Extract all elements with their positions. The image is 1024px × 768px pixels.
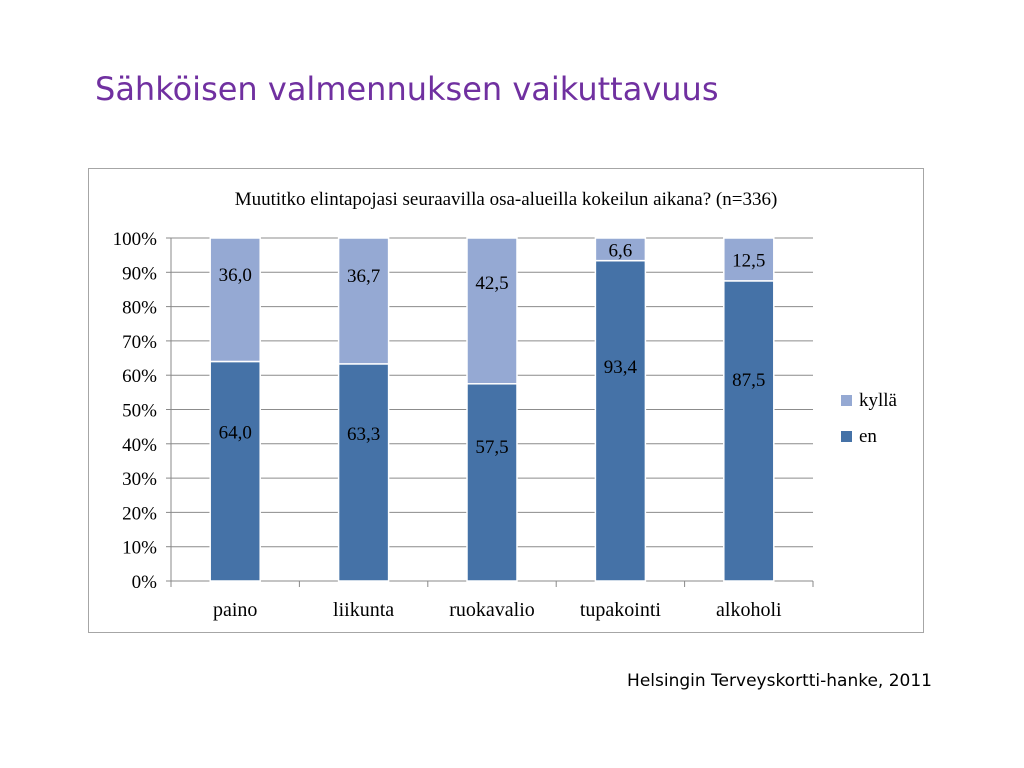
bar-segment-en bbox=[466, 383, 518, 582]
y-tick-label: 80% bbox=[122, 298, 157, 319]
bar-segment-en bbox=[209, 360, 261, 582]
legend-layer: kyllä en bbox=[841, 390, 898, 447]
data-label: 93,4 bbox=[604, 357, 638, 378]
y-tick-label: 70% bbox=[122, 332, 157, 353]
bar-segment-en bbox=[594, 259, 647, 582]
legend-swatch bbox=[841, 395, 852, 406]
data-label: 63,3 bbox=[347, 424, 380, 445]
data-label: 87,5 bbox=[732, 370, 765, 391]
legend-label: en bbox=[859, 426, 877, 447]
bar-segment-kyllä bbox=[209, 237, 261, 363]
x-tick-label: tupakointi bbox=[580, 599, 662, 621]
stacked-bar-chart: Muutitko elintapojasi seuraavilla osa-al… bbox=[113, 189, 898, 621]
bar-segment-kyllä bbox=[337, 237, 390, 365]
chart-title: Muutitko elintapojasi seuraavilla osa-al… bbox=[235, 189, 778, 210]
grid-layer: 0% 10% 20% 30% 40% 50% 60% 70% 80% 90% 100% bbox=[113, 229, 814, 593]
y-tick-label: 30% bbox=[122, 469, 157, 490]
data-label: 36,7 bbox=[347, 266, 380, 287]
y-tick-label: 40% bbox=[122, 435, 157, 456]
x-tick-label: paino bbox=[213, 599, 257, 621]
data-label: 64,0 bbox=[219, 422, 252, 443]
data-label: 57,5 bbox=[475, 437, 508, 458]
bar-segment-kyllä bbox=[594, 237, 647, 262]
y-tick-label: 90% bbox=[122, 263, 157, 284]
bar-segment-en bbox=[337, 363, 390, 582]
chart-frame: Muutitko elintapojasi seuraavilla osa-al… bbox=[88, 168, 924, 633]
x-tick-label: liikunta bbox=[333, 599, 394, 621]
y-tick-label: 100% bbox=[113, 229, 158, 250]
y-tick-label: 60% bbox=[122, 366, 157, 387]
x-tick-label: alkoholi bbox=[716, 599, 782, 621]
legend-label: kyllä bbox=[859, 390, 898, 411]
y-tick-label: 10% bbox=[122, 538, 157, 559]
y-tick-label: 20% bbox=[122, 503, 157, 524]
bar-segment-kyllä bbox=[466, 237, 518, 385]
data-label: 36,0 bbox=[219, 265, 252, 286]
slide-title: Sähköisen valmennuksen vaikuttavuus bbox=[95, 70, 719, 108]
y-tick-label: 50% bbox=[122, 401, 157, 422]
y-tick-label: 0% bbox=[132, 572, 158, 593]
x-tick-label: ruokavalio bbox=[449, 599, 535, 621]
data-label: 12,5 bbox=[732, 250, 765, 271]
legend-swatch bbox=[841, 431, 852, 442]
source-note: Helsingin Terveyskortti-hanke, 2011 bbox=[627, 671, 932, 691]
data-label: 42,5 bbox=[475, 273, 508, 294]
bar-segment-en bbox=[723, 280, 775, 582]
labels-layer: 64,0 36,0 paino 63,3 36,7 liikunta 57,5 42,5 ruo… bbox=[213, 240, 782, 621]
bars-layer bbox=[209, 237, 775, 582]
data-label: 6,6 bbox=[609, 240, 633, 261]
bar-segment-kyllä bbox=[723, 237, 775, 282]
